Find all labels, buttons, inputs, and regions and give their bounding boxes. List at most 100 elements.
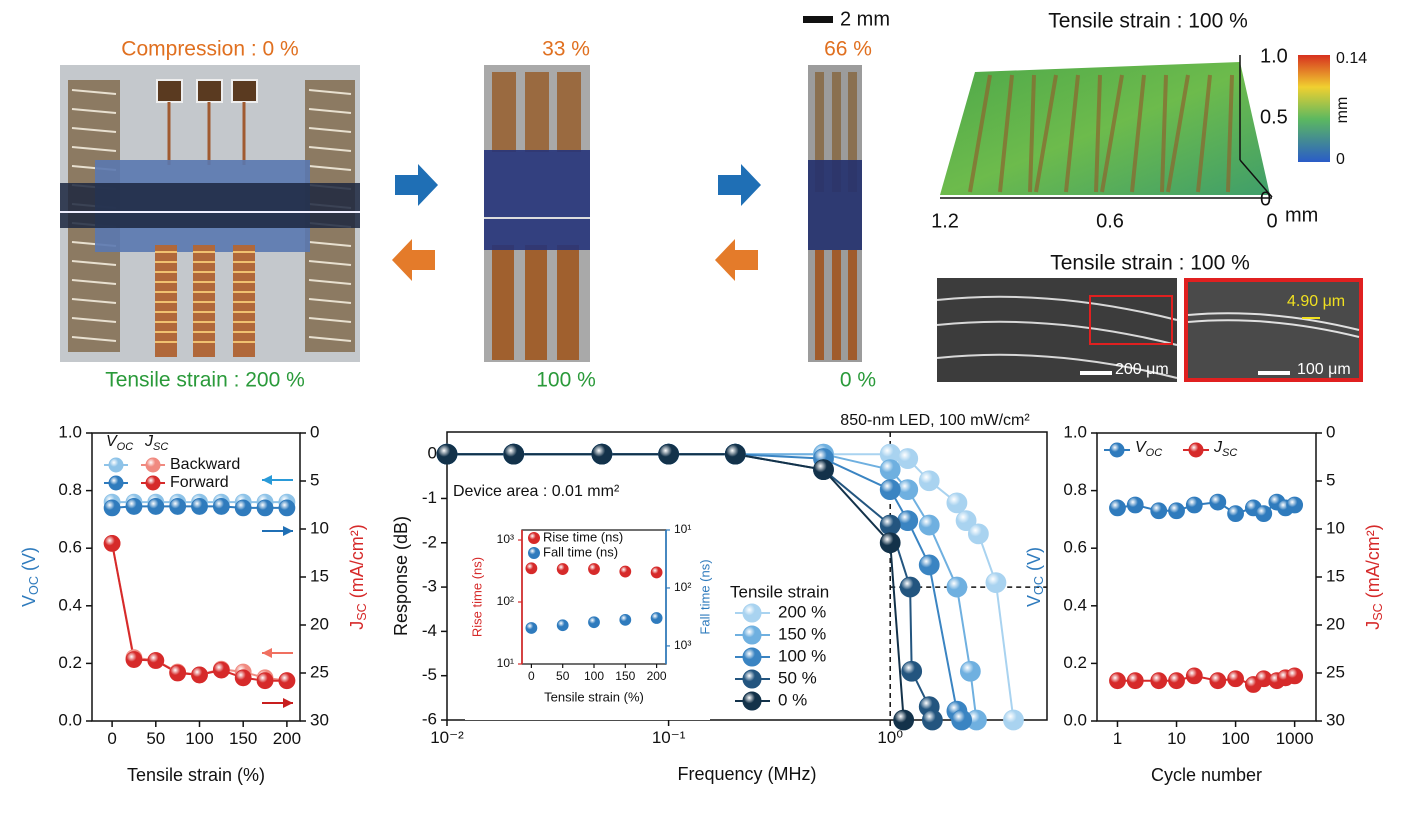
sem-scale: 100 μm (1297, 361, 1351, 378)
data-point (897, 448, 919, 469)
y-tick-label: 10³ (497, 532, 514, 546)
y2-tick-label: 10 (1326, 518, 1345, 537)
data-point (1109, 672, 1126, 690)
data-point (234, 669, 252, 687)
y2-tick-label: 25 (1326, 662, 1345, 681)
electrode-stripe (308, 89, 352, 95)
surface-ridge (1160, 74, 1168, 193)
legend-label-part: OC (1146, 447, 1163, 459)
legend-label-part: J (1213, 439, 1223, 456)
data-point (658, 443, 680, 465)
arrow (395, 164, 438, 206)
annotation-arrow-head (283, 698, 293, 708)
x-tick-label: 1.2 (931, 210, 959, 232)
legend-marker (108, 475, 124, 491)
colorbar-unit: mm (1334, 97, 1351, 124)
y-tick-label: 0.2 (58, 653, 82, 672)
data-point (212, 661, 230, 679)
pad (231, 79, 258, 103)
photo-label: 0 % (840, 369, 876, 392)
legend-label: Rise time (ns) (543, 529, 623, 544)
x-axis-label: Tensile strain (%) (127, 765, 265, 785)
y-tick-label: 0.4 (1063, 595, 1087, 614)
y-tick-label: -1 (422, 488, 437, 507)
data-point (278, 672, 296, 690)
surface-ridge (1064, 74, 1080, 193)
x-tick-label: 200 (273, 729, 301, 748)
legend-marker (528, 547, 540, 559)
surface-ridge (1028, 74, 1036, 193)
data-point (103, 535, 121, 552)
y-tick-label: 0.6 (58, 538, 82, 557)
legend-label: Fall time (ns) (543, 544, 618, 559)
x-axis-label: Tensile strain (%) (544, 689, 644, 704)
data-point (985, 572, 1007, 594)
y2-tick-label: 20 (1326, 614, 1345, 633)
data-point (1227, 505, 1244, 523)
data-point (1150, 502, 1168, 520)
pad (196, 79, 223, 103)
x-axis-label: Cycle number (1151, 765, 1262, 785)
data-point (256, 672, 274, 690)
electrode-stripe (308, 317, 352, 323)
y-tick-label: 0.6 (1063, 538, 1087, 557)
electrode-stripe (71, 146, 117, 152)
y2-axis-label-part: J (1363, 621, 1383, 630)
y2-axis-label-part: J (347, 621, 367, 630)
y-tick-label: 1.0 (58, 422, 82, 441)
legend-header-part: SC (153, 441, 168, 453)
data-point (959, 660, 981, 682)
legend-label: 100 % (778, 646, 826, 665)
x-tick-label: 50 (146, 729, 165, 748)
y2-tick-label: 0 (310, 422, 319, 441)
data-point (619, 565, 632, 578)
y2-tick-label: 15 (310, 566, 329, 585)
x-tick-label: 150 (615, 669, 635, 683)
data-point (169, 664, 187, 682)
y-tick-label: -6 (422, 709, 437, 728)
surface-ridge (998, 74, 1014, 193)
z-tick-label: 0.5 (1260, 106, 1288, 128)
y-tick-label: -5 (422, 665, 437, 684)
active-band (808, 160, 862, 250)
sem-layer (1187, 319, 1360, 338)
trace (492, 72, 516, 152)
data-point (103, 499, 121, 517)
data-point (650, 566, 663, 579)
electrode-stripe (71, 279, 117, 285)
data-point (1126, 672, 1144, 690)
data-point (256, 499, 274, 517)
data-point (278, 499, 296, 517)
legend-header-part: J (144, 433, 154, 450)
y-axis-label-part: OC (27, 576, 41, 595)
z-tick-label: 0 (1260, 188, 1271, 210)
x-tick-label: 1000 (1276, 729, 1314, 748)
sem-layer (936, 295, 1178, 321)
data-point (503, 443, 525, 465)
y-tick-label: -4 (422, 621, 437, 640)
y2-axis-label: JSC (mA/cm²) (347, 524, 370, 629)
legend-label: Backward (170, 456, 240, 473)
axis-unit: mm (1285, 204, 1318, 226)
sem-thickness: 4.90 μm (1287, 293, 1345, 310)
data-point (1286, 667, 1304, 685)
data-point (1109, 499, 1126, 517)
legend-header-part: V (106, 433, 118, 450)
y-axis-label-part: (V) (19, 547, 39, 576)
x-tick-label: 10⁻² (430, 728, 464, 747)
data-point (813, 459, 834, 481)
x-tick-label: 1 (1113, 729, 1122, 748)
legend-marker (742, 603, 762, 623)
trace (832, 250, 841, 360)
y2-tick-label: 10³ (674, 638, 691, 652)
y2-axis-label-part: SC (355, 603, 369, 621)
data-point (918, 554, 940, 576)
y-axis-label-part: V (1024, 595, 1044, 607)
data-point (879, 459, 901, 481)
pad (156, 79, 183, 103)
trace (525, 72, 549, 152)
data-point (1126, 496, 1144, 514)
arrow (718, 164, 761, 206)
data-point (918, 470, 940, 492)
